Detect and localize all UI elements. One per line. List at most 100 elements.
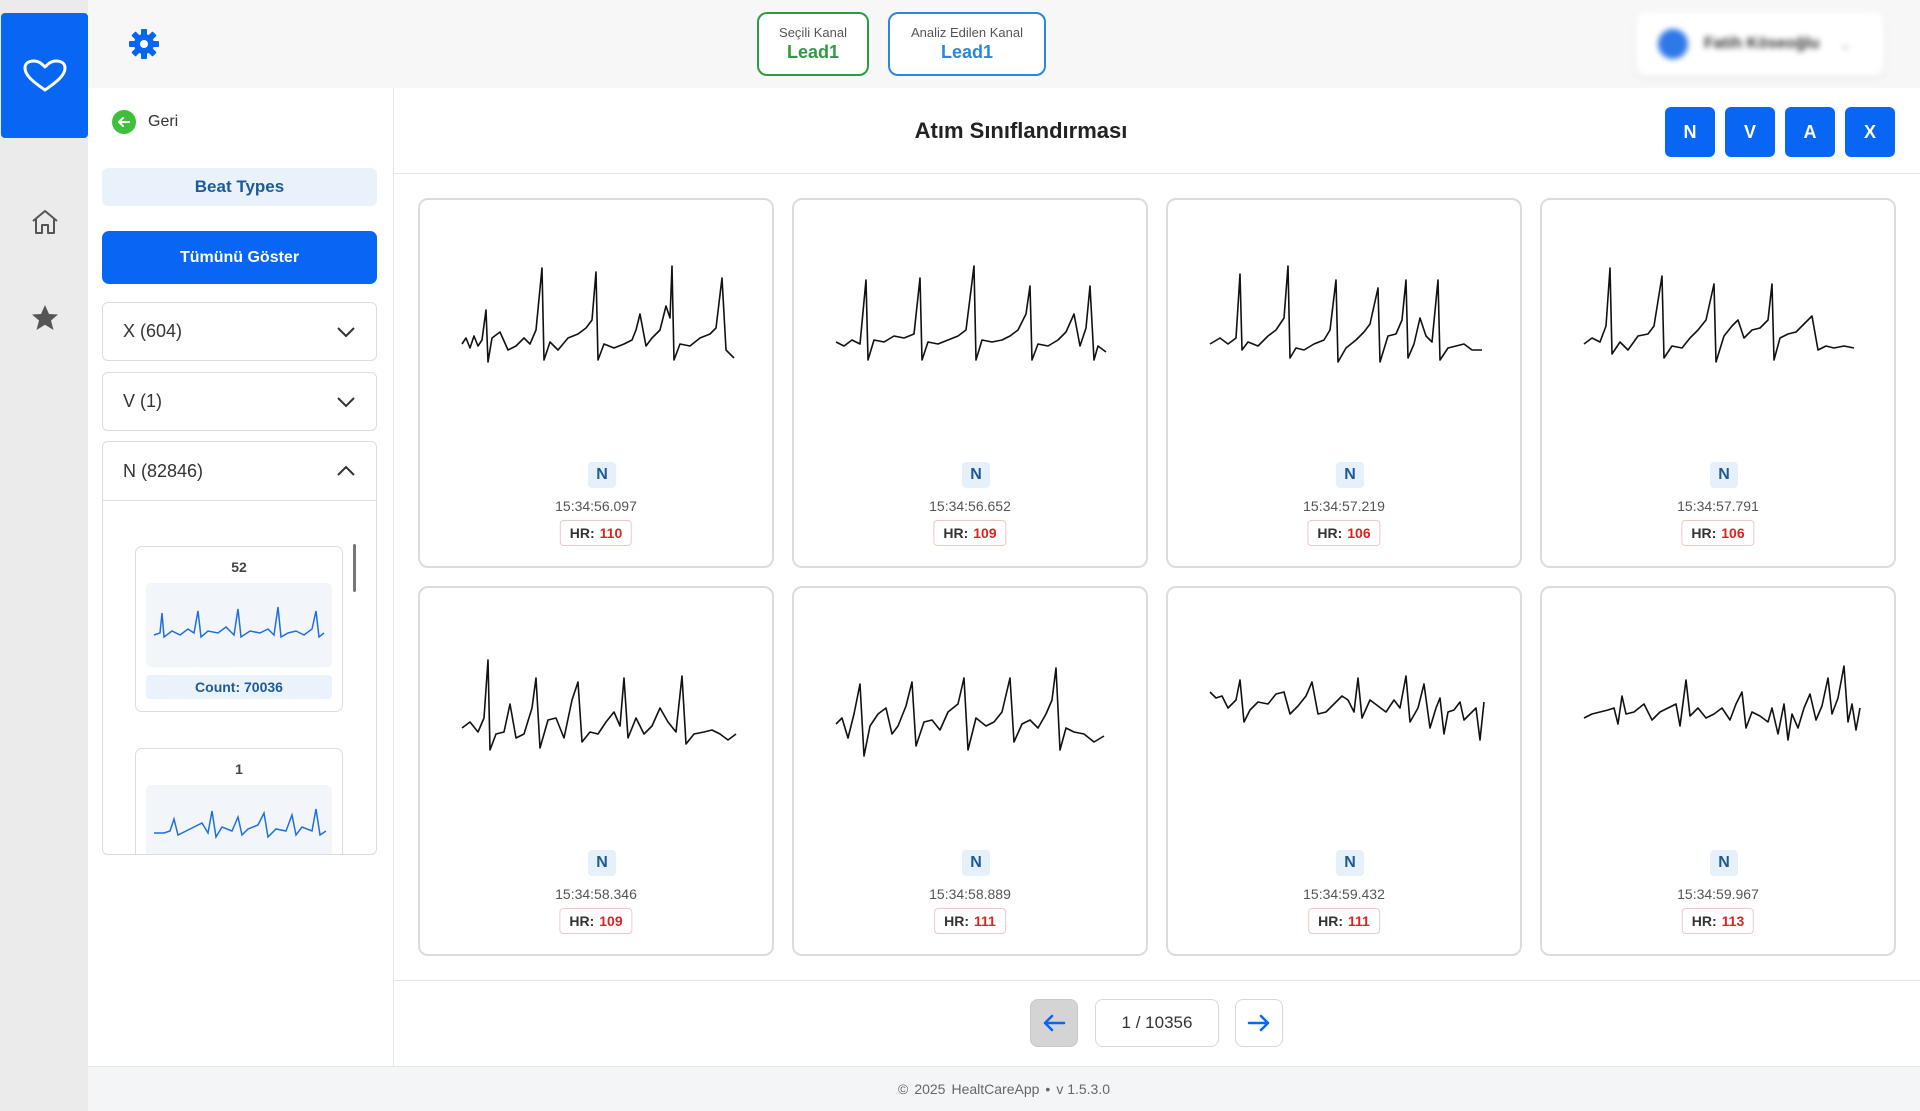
chevron-down-icon: [337, 326, 355, 337]
hr-label: HR:: [1318, 913, 1344, 929]
settings-button[interactable]: [128, 28, 160, 60]
pagination: 1 / 10356: [394, 980, 1920, 1066]
heart-rate-badge: HR: 109: [559, 908, 633, 934]
beat-time: 15:34:58.346: [555, 886, 637, 902]
classify-a-button[interactable]: A: [1785, 107, 1835, 157]
beat-card[interactable]: N 15:34:58.346 HR: 109: [418, 586, 774, 956]
beat-group-x[interactable]: X (604): [102, 302, 377, 361]
beat-time: 15:34:58.889: [929, 886, 1011, 902]
hr-label: HR:: [944, 913, 970, 929]
beat-card[interactable]: N 15:34:57.219 HR: 106: [1166, 198, 1522, 568]
arrow-left-icon: [1043, 1014, 1066, 1032]
home-nav[interactable]: [28, 205, 62, 239]
heart-rate-badge: HR: 106: [1307, 520, 1381, 546]
ecg-waveform: [461, 265, 735, 363]
template-card[interactable]: 52 Count: 70036: [135, 546, 343, 712]
beat-type-badge: N: [1710, 850, 1738, 876]
footer-version: v 1.5.3.0: [1056, 1081, 1111, 1097]
ecg-waveform: [835, 667, 1105, 757]
top-bar: Seçili Kanal Lead1 Analiz Edilen Kanal L…: [88, 0, 1920, 88]
beat-time: 15:34:56.652: [929, 498, 1011, 514]
beat-type-badge: N: [588, 462, 616, 488]
heart-rate-badge: HR: 111: [1308, 908, 1380, 934]
template-waveform: [146, 583, 332, 667]
chevron-up-icon: [337, 465, 355, 476]
home-icon: [32, 210, 58, 234]
template-waveform: [146, 785, 332, 854]
footer: © 2025 HealtCareApp • v 1.5.3.0: [88, 1066, 1920, 1111]
beat-group-n-header[interactable]: N (82846): [103, 442, 376, 501]
favorites-nav[interactable]: [28, 301, 62, 335]
next-page-button[interactable]: [1235, 999, 1283, 1047]
classify-x-button[interactable]: X: [1845, 107, 1895, 157]
main-content: Atım Sınıflandırması N V A X N 15:34:56.…: [394, 88, 1920, 1066]
back-label: Geri: [148, 113, 179, 130]
gear-icon: [129, 29, 159, 59]
beat-group-label: V (1): [123, 391, 163, 411]
heart-rate-badge: HR: 113: [1681, 908, 1755, 934]
classify-n-button[interactable]: N: [1665, 107, 1715, 157]
hr-value: 106: [1721, 525, 1745, 541]
beat-group-label: N (82846): [123, 460, 204, 481]
template-list[interactable]: 52 Count: 70036 1: [103, 502, 376, 854]
hr-value: 109: [599, 913, 623, 929]
beat-types-title: Beat Types: [102, 168, 377, 206]
back-button[interactable]: Geri: [112, 110, 178, 134]
beat-time: 15:34:56.097: [555, 498, 637, 514]
analyzed-channel-label: Analiz Edilen Kanal: [910, 25, 1024, 40]
ecg-waveform: [461, 659, 737, 751]
beat-types-panel: Geri Beat Types Tümünü Göster X (604) V …: [88, 88, 394, 1066]
hr-label: HR:: [569, 525, 595, 541]
beat-type-badge: N: [1710, 462, 1738, 488]
footer-app-name: HealtCareApp: [951, 1081, 1040, 1097]
beat-time: 15:34:59.967: [1677, 886, 1759, 902]
main-header: Atım Sınıflandırması N V A X: [394, 88, 1920, 174]
hr-value: 110: [599, 525, 623, 541]
chevron-down-icon: ⌄: [1839, 35, 1852, 52]
avatar-icon: [1658, 29, 1688, 59]
hr-value: 113: [1721, 913, 1745, 929]
hr-label: HR:: [1691, 913, 1717, 929]
page-indicator: 1 / 10356: [1095, 999, 1219, 1047]
selected-channel-label: Seçili Kanal: [779, 25, 847, 40]
heart-rate-badge: HR: 106: [1681, 520, 1755, 546]
beat-type-badge: N: [962, 850, 990, 876]
hr-value: 106: [1347, 525, 1371, 541]
ecg-waveform: [835, 265, 1107, 361]
beat-type-badge: N: [588, 850, 616, 876]
beat-card[interactable]: N 15:34:59.432 HR: 111: [1166, 586, 1522, 956]
selected-channel-value: Lead1: [786, 42, 840, 62]
hr-value: 109: [973, 525, 997, 541]
classify-v-button[interactable]: V: [1725, 107, 1775, 157]
analyzed-channel-chip[interactable]: Analiz Edilen Kanal Lead1: [888, 12, 1046, 76]
selected-channel-chip[interactable]: Seçili Kanal Lead1: [757, 12, 869, 76]
show-all-button[interactable]: Tümünü Göster: [102, 231, 377, 284]
template-card[interactable]: 1: [135, 748, 343, 854]
beat-time: 15:34:57.791: [1677, 498, 1759, 514]
beat-card[interactable]: N 15:34:56.652 HR: 109: [792, 198, 1148, 568]
beat-group-n: N (82846) 52 Count: 70036 1: [102, 441, 377, 855]
beat-card[interactable]: N 15:34:59.967 HR: 113: [1540, 586, 1896, 956]
beat-time: 15:34:57.219: [1303, 498, 1385, 514]
analyzed-channel-value: Lead1: [940, 42, 994, 62]
ecg-waveform: [1209, 265, 1482, 363]
footer-year: 2025: [914, 1081, 946, 1097]
user-name: Fatih Köseoğlu: [1704, 35, 1820, 52]
star-icon: [32, 305, 58, 330]
beat-card[interactable]: N 15:34:57.791 HR: 106: [1540, 198, 1896, 568]
app-logo[interactable]: [1, 13, 88, 138]
beat-group-v[interactable]: V (1): [102, 372, 377, 431]
previous-page-button[interactable]: [1030, 999, 1078, 1047]
ecg-waveform: [1583, 267, 1855, 363]
template-count: Count: 70036: [146, 675, 332, 699]
beat-card[interactable]: N 15:34:58.889 HR: 111: [792, 586, 1148, 956]
heart-rate-badge: HR: 110: [559, 520, 633, 546]
chevron-down-icon: [337, 396, 355, 407]
copyright-symbol: ©: [897, 1081, 909, 1097]
scrollbar-thumb[interactable]: [353, 544, 356, 592]
beat-type-badge: N: [962, 462, 990, 488]
ecg-waveform: [1209, 675, 1485, 741]
hr-value: 111: [974, 913, 996, 929]
user-menu[interactable]: Fatih Köseoğlu ⌄: [1636, 12, 1884, 76]
beat-card[interactable]: N 15:34:56.097 HR: 110: [418, 198, 774, 568]
